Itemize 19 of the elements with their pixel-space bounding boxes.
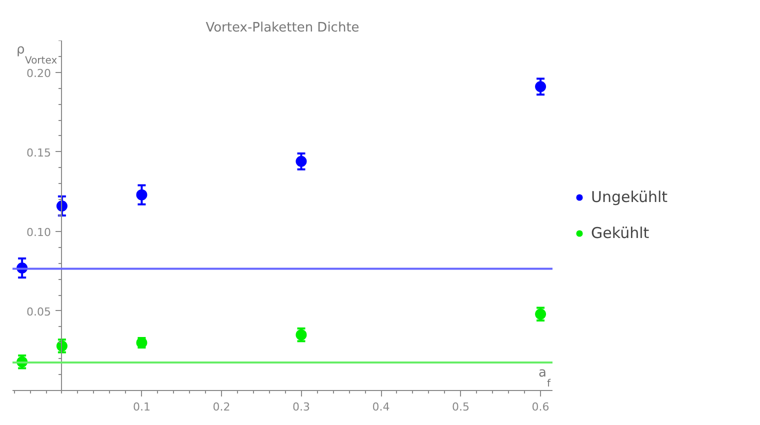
chart-title: Vortex-Plaketten Dichte (206, 20, 360, 36)
x-tick-label: 0.5 (452, 400, 470, 414)
point (56, 200, 68, 212)
x-tick-label: 0.6 (532, 400, 550, 414)
point (535, 81, 546, 92)
x-tick-label: 0.4 (372, 400, 390, 414)
point (296, 156, 307, 167)
y-tick-label: 0.10 (26, 226, 51, 239)
x-tick-label: 0.2 (212, 400, 230, 414)
y-axis-title: ρVortex (16, 42, 58, 66)
legend-label: Gekühlt (591, 224, 650, 242)
x-tick-label: 0.3 (292, 400, 310, 414)
legend-label: Ungekühlt (591, 188, 668, 206)
x-tick-label: 0.1 (132, 400, 150, 414)
x-axis-title: af (538, 366, 551, 390)
y-tick-label: 0.15 (26, 146, 51, 160)
y-tick-label: 0.05 (26, 305, 51, 318)
point (136, 189, 148, 200)
y-tick-label: 0.20 (26, 66, 51, 80)
